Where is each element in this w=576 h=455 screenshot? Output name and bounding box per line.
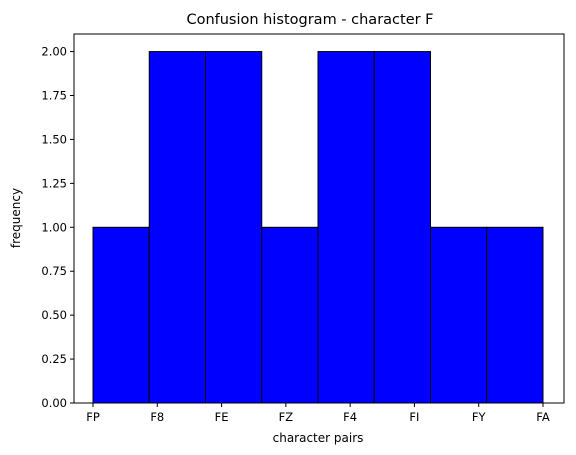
bar-fy (430, 226, 488, 404)
x-tick-label: FI (409, 410, 419, 424)
x-tick-label: F8 (150, 410, 164, 424)
bar-f4 (317, 51, 375, 404)
y-tick-label: 0.50 (41, 308, 67, 322)
bar-fp (92, 226, 150, 404)
x-axis: FP F8 FE FZ F4 FI FY FA (86, 403, 550, 424)
y-tick-label: 1.75 (41, 89, 67, 103)
bars-layer (92, 51, 544, 404)
y-tick-label: 1.25 (41, 176, 67, 190)
y-tick-label: 2.00 (41, 45, 67, 59)
bar-fi (373, 51, 431, 404)
x-tick-label: F4 (343, 410, 357, 424)
bar-fz (261, 226, 319, 404)
chart-title: Confusion histogram - character F (186, 12, 433, 28)
bar-fe (205, 51, 263, 404)
x-tick-label: FZ (279, 410, 294, 424)
y-axis: 0.00 0.25 0.50 0.75 1.00 1.25 1.50 1.75 2.00 (41, 45, 74, 410)
y-tick-label: 0.75 (41, 264, 67, 278)
plot-frame (73, 33, 565, 404)
y-axis-label: frequency (9, 188, 23, 248)
x-tick-label: FP (86, 410, 100, 424)
x-tick-label: FA (536, 410, 550, 424)
y-tick-label: 1.50 (41, 132, 67, 146)
x-tick-label: FE (215, 410, 229, 424)
y-tick-label: 1.00 (41, 220, 67, 234)
y-tick-label: 0.00 (41, 396, 67, 410)
x-axis-label: character pairs (273, 431, 364, 445)
bar-f8 (148, 51, 206, 404)
x-tick-label: FY (472, 410, 487, 424)
bar-fa (486, 226, 544, 404)
y-tick-label: 0.25 (41, 352, 67, 366)
